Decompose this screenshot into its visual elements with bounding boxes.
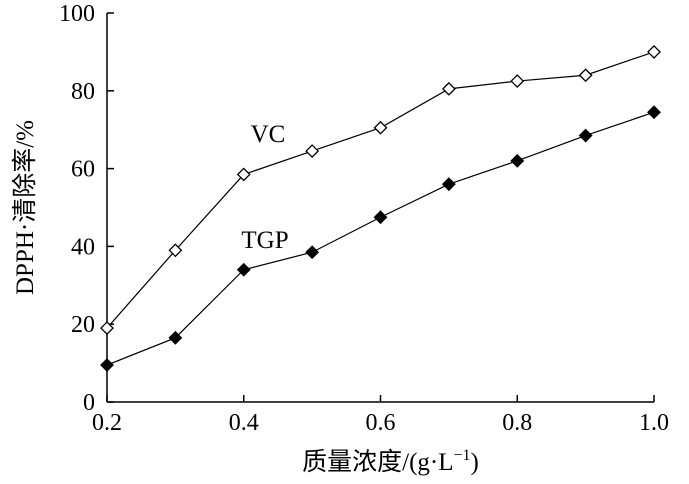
x-tick-label: 0.8 (502, 410, 532, 436)
series-label-tgp: TGP (241, 227, 288, 254)
data-point-vc (100, 321, 114, 336)
series-label-vc: VC (251, 121, 286, 148)
y-tick-label: 60 (71, 157, 95, 183)
data-point-vc (236, 167, 251, 182)
y-tick-label: 40 (71, 234, 95, 260)
data-point-tgp (373, 210, 388, 225)
series-tgp (100, 105, 661, 372)
data-point-tgp (510, 153, 525, 168)
data-point-tgp (100, 358, 114, 372)
data-point-vc (647, 44, 661, 59)
series-line-tgp (106, 111, 655, 366)
data-point-tgp (441, 177, 456, 192)
x-tick-label: 0.6 (366, 410, 396, 436)
data-point-vc (578, 68, 593, 83)
x-tick-label: 1.0 (639, 410, 669, 436)
y-tick-label: 0 (83, 390, 95, 416)
axes: 0 20 40 60 80 100 0.2 0.4 0.6 0.8 1.0 (59, 1, 669, 436)
data-point-vc (373, 120, 388, 135)
data-point-vc (168, 243, 183, 258)
data-point-vc (305, 144, 320, 159)
x-tick-label: 0.2 (92, 410, 122, 436)
data-point-tgp (305, 245, 320, 260)
labels-layer: DPPH·清除率/% 质量浓度/(g·L−1) VC TGP (11, 120, 479, 476)
series-vc (100, 44, 661, 336)
data-point-vc (441, 81, 456, 96)
data-point-vc (510, 74, 525, 88)
data-point-tgp (647, 105, 661, 120)
y-axis-title: DPPH·清除率/% (11, 120, 39, 295)
data-point-tgp (236, 262, 251, 277)
y-tick-label: 100 (59, 1, 95, 27)
y-tick-label: 20 (71, 312, 95, 338)
data-point-tgp (168, 330, 183, 345)
x-axis-title: 质量浓度/(g·L−1) (302, 447, 479, 476)
series-line-vc (106, 51, 655, 329)
series-layer (100, 44, 661, 372)
data-point-tgp (578, 128, 593, 143)
y-tick-label: 80 (71, 79, 95, 105)
x-tick-label: 0.4 (229, 410, 259, 436)
